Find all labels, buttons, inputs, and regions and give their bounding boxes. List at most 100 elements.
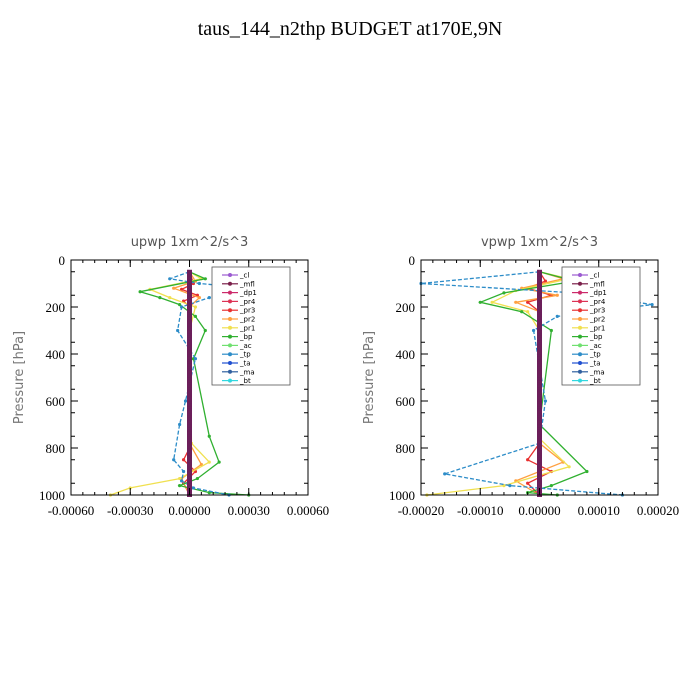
zero-line-marker (537, 415, 542, 420)
zero-line-marker (537, 314, 542, 319)
zero-line-marker (187, 361, 192, 366)
x-tick-label: -0.00060 (48, 503, 95, 518)
series-point-pr2 (172, 286, 176, 290)
zero-line-marker (537, 295, 542, 300)
zero-line-marker (187, 335, 192, 340)
zero-line-marker (537, 410, 542, 415)
zero-line-marker (187, 474, 192, 479)
zero-line-marker (187, 375, 192, 380)
zero-line-marker (537, 471, 542, 476)
zero-line-marker (187, 305, 192, 309)
zero-line-marker (187, 323, 192, 328)
zero-line-marker (537, 335, 542, 340)
zero-line-marker (187, 302, 192, 307)
zero-line-marker (537, 455, 542, 460)
zero-line-marker (187, 443, 192, 448)
x-tick-label: 0.00030 (228, 503, 270, 518)
y-axis-label: Pressure [hPa] (12, 331, 27, 424)
zero-line-marker (187, 441, 192, 446)
zero-line-marker (187, 286, 192, 291)
y-tick-label: 200 (46, 300, 66, 315)
zero-line-marker (537, 450, 542, 455)
zero-line-marker (537, 406, 542, 411)
zero-line-marker (537, 457, 542, 462)
series-point-pr1 (193, 305, 198, 309)
zero-line-marker (537, 478, 542, 483)
y-tick-label: 800 (46, 441, 66, 456)
series-point-bp (585, 469, 589, 474)
zero-line-marker (537, 441, 542, 446)
series-point-tp (178, 422, 182, 427)
series-point-pr2 (555, 293, 559, 297)
zero-line-marker (187, 396, 192, 401)
series-point-bp (549, 328, 553, 333)
zero-line-marker (537, 347, 542, 352)
legend-label: _mfl (589, 280, 605, 288)
series-point-bp (502, 291, 506, 295)
zero-line-marker (537, 417, 542, 422)
zero-line-marker (187, 457, 192, 462)
zero-line-marker (537, 281, 542, 286)
series-point-pr2 (197, 296, 201, 300)
series-point-pr1 (168, 296, 172, 300)
series-point-bp (178, 484, 182, 488)
series-point-tp (531, 328, 536, 333)
zero-line-marker (187, 382, 192, 387)
zero-line-marker (187, 380, 192, 385)
legend-marker (228, 343, 232, 348)
zero-line-marker (187, 481, 192, 486)
legend-label: _pr1 (239, 324, 255, 332)
x-tick-label: 0.00000 (518, 503, 560, 518)
zero-line-marker (187, 309, 192, 314)
series-point-pr1 (490, 300, 494, 304)
legend-label: _tp (589, 351, 601, 359)
series-point-pr3 (526, 458, 530, 462)
zero-line-marker (187, 417, 192, 422)
legend-marker (228, 325, 232, 330)
legend-label: _ac (589, 342, 602, 350)
legend-marker (228, 361, 232, 365)
zero-line-marker (187, 403, 192, 408)
zero-line-marker (187, 406, 192, 411)
series-point-bp (549, 484, 553, 488)
legend-label: _bp (239, 333, 253, 341)
series-point-pr3 (526, 300, 530, 304)
zero-line-marker (537, 305, 542, 309)
y-tick-label: 1000 (389, 488, 415, 503)
series-point-tp (193, 357, 198, 361)
x-tick-label: -0.00030 (107, 503, 154, 518)
zero-line-marker (537, 307, 542, 312)
zero-line-marker (187, 450, 192, 455)
series-point-pr2 (199, 462, 203, 467)
zero-line-marker (187, 476, 192, 481)
x-tick-label: 0.00020 (637, 503, 679, 518)
legend-marker (578, 325, 582, 330)
zero-line-marker (187, 279, 192, 284)
series-point-tp (180, 479, 184, 483)
series-point-tp (191, 486, 196, 490)
zero-line-marker (187, 333, 192, 338)
legend-marker (228, 308, 232, 313)
zero-line-marker (537, 453, 542, 458)
zero-line-marker (537, 469, 542, 474)
series-point-tp (180, 305, 184, 309)
zero-line-marker (187, 384, 192, 389)
zero-line-marker (537, 394, 542, 399)
legend-label: _ma (589, 368, 605, 376)
legend-label: _pr4 (589, 298, 606, 306)
legend-label: _tp (239, 351, 251, 359)
zero-line-marker (187, 431, 192, 436)
y-axis-label: Pressure [hPa] (362, 331, 377, 424)
legend-label: _ma (239, 368, 255, 376)
series-line-pr1 (426, 271, 571, 496)
zero-line-marker (537, 286, 542, 291)
zero-line-marker (537, 330, 542, 335)
legend-marker (228, 334, 232, 339)
legend-marker (578, 281, 582, 286)
zero-line-marker (537, 352, 542, 356)
legend-label: _dp1 (239, 289, 257, 297)
y-tick-label: 800 (396, 441, 416, 456)
series-point-tp (183, 399, 188, 403)
zero-line-marker (537, 483, 542, 488)
